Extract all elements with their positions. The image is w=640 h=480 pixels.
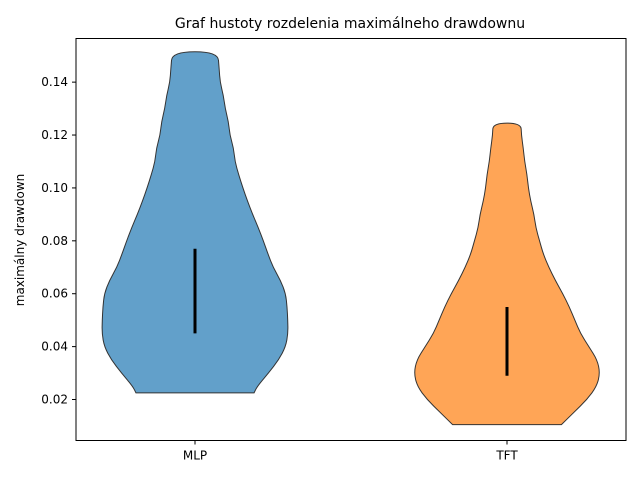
y-tick-label: 0.12	[41, 128, 68, 142]
violin-group	[101, 51, 600, 426]
chart-title: Graf hustoty rozdelenia maximálneho draw…	[175, 16, 525, 32]
y-axis: 0.02 0.04 0.06 0.08 0.10 0.12 0.14	[41, 75, 76, 407]
y-tick-label: 0.04	[41, 340, 68, 354]
violin-tft	[414, 122, 600, 426]
y-tick-label: 0.02	[41, 393, 68, 407]
x-tick-label-mlp: MLP	[183, 449, 207, 463]
y-axis-label: maximálny drawdown	[13, 174, 27, 306]
violin-mlp	[101, 51, 289, 394]
y-tick-label: 0.14	[41, 75, 68, 89]
y-tick-label: 0.08	[41, 234, 68, 248]
x-axis: MLP TFT	[183, 440, 518, 463]
y-tick-label: 0.10	[41, 181, 68, 195]
quartile-group	[193, 248, 509, 376]
plot-frame	[75, 38, 627, 441]
x-tick-label-tft: TFT	[495, 449, 518, 463]
y-tick-label: 0.06	[41, 287, 68, 301]
